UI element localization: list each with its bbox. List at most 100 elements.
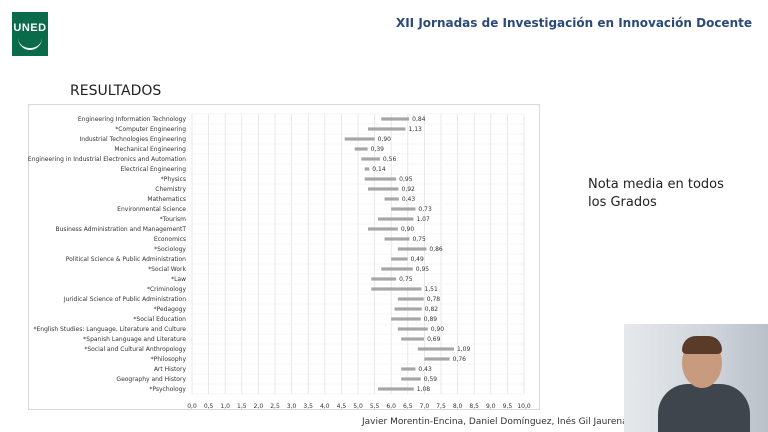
range-bar	[367, 127, 406, 131]
range-bar	[377, 217, 414, 221]
value-label: 0,95	[399, 176, 413, 183]
range-bar	[361, 157, 380, 161]
range-bar	[384, 237, 410, 241]
value-label: 0,90	[378, 136, 392, 143]
value-label: 0,49	[410, 256, 424, 263]
range-bar	[391, 317, 421, 321]
value-label: 0,14	[372, 166, 386, 173]
x-tick-label: 7,5	[436, 403, 446, 410]
category-label: *Physics	[161, 176, 186, 183]
x-tick-label: 1,0	[220, 403, 230, 410]
category-label: *Tourism	[160, 216, 186, 223]
range-bar	[371, 287, 422, 291]
x-tick-label: 4,5	[337, 403, 347, 410]
range-bar	[367, 187, 399, 191]
section-title: RESULTADOS	[70, 83, 162, 99]
x-tick-label: 2,5	[270, 403, 280, 410]
category-label: Business Administration and ManagementT	[55, 226, 186, 233]
x-tick-label: 9,5	[503, 403, 513, 410]
range-bar	[381, 117, 410, 121]
side-note: Nota media en todos los Grados	[588, 177, 724, 210]
x-tick-label: 4,0	[320, 403, 330, 410]
chart-frame	[28, 104, 540, 410]
category-label: Chemistry	[155, 186, 186, 193]
range-bar	[344, 137, 375, 141]
category-label: *Pedagogy	[154, 306, 187, 313]
range-bar-chart: 0,0 0,5 1,0 1,5 2,0 2,5 3,0 3,5 4,0 4,5 5,0 5,5 6,0 6…	[28, 104, 540, 410]
value-label: 0,89	[424, 316, 438, 323]
category-label: *Philosophy	[151, 356, 187, 363]
value-label: 0,75	[399, 276, 413, 283]
category-label: *Social and Cultural Anthropology	[84, 346, 186, 353]
category-label: Engineering Information Technology	[78, 116, 187, 123]
category-label: *Spanish Language and Literature	[83, 336, 186, 343]
presenter-body	[658, 384, 750, 432]
x-tick-label: 8,5	[469, 403, 479, 410]
value-label: 1,08	[417, 386, 431, 393]
value-label: 0,39	[371, 146, 385, 153]
value-label: 1,13	[408, 126, 422, 133]
category-label: Economics	[154, 236, 186, 243]
value-label: 0,59	[424, 376, 438, 383]
x-tick-label: 6,5	[403, 403, 413, 410]
x-tick-label: 2,0	[254, 403, 264, 410]
category-label: Environmental Science	[117, 206, 186, 213]
value-label: 0,75	[412, 236, 426, 243]
category-label: Engineering in Industrial Electronics an…	[28, 156, 186, 163]
category-label: Mechanical Engineering	[114, 146, 186, 153]
value-label: 0,92	[402, 186, 416, 193]
range-bar	[417, 347, 454, 351]
category-label: Juridical Science of Public Administrati…	[63, 296, 186, 303]
authors-footer: Javier Morentin-Encina, Daniel Domínguez…	[362, 417, 628, 427]
range-bar	[364, 167, 370, 171]
x-tick-label: 1,5	[237, 403, 247, 410]
chart-container: 0,0 0,5 1,0 1,5 2,0 2,5 3,0 3,5 4,0 4,5 5,0 5,5 6,0 6…	[28, 104, 540, 410]
value-label: 0,82	[425, 306, 439, 313]
range-bar	[394, 307, 422, 311]
logo-swoosh-icon	[18, 38, 42, 50]
logo-text: UNED	[13, 22, 47, 34]
range-bar	[381, 267, 413, 271]
value-label: 0,90	[401, 226, 415, 233]
x-tick-label: 9,0	[486, 403, 496, 410]
x-tick-label: 7,0	[420, 403, 430, 410]
x-tick-label: 3,5	[303, 403, 313, 410]
category-label: Industrial Technologies Engineering	[80, 136, 187, 143]
range-bar	[401, 377, 421, 381]
value-label: 0,84	[412, 116, 426, 123]
x-tick-label: 10,0	[517, 403, 531, 410]
range-bar	[364, 177, 397, 181]
value-label: 1,07	[416, 216, 430, 223]
range-bar	[397, 247, 427, 251]
value-label: 0,90	[431, 326, 445, 333]
x-tick-label: 0,0	[187, 403, 197, 410]
category-label: Art History	[154, 366, 187, 373]
category-label: Electrical Engineering	[121, 166, 187, 173]
conference-title: XII Jornadas de Investigación en Innovac…	[395, 16, 752, 30]
value-label: 0,43	[418, 366, 432, 373]
category-label: Mathematics	[147, 196, 186, 203]
presenter-hair	[682, 336, 722, 354]
category-label: *Criminology	[147, 286, 186, 293]
value-label: 0,95	[416, 266, 430, 273]
range-bar	[397, 297, 424, 301]
range-bar	[391, 257, 408, 261]
value-label: 0,73	[418, 206, 432, 213]
category-label: *Social Education	[133, 316, 186, 323]
range-bar	[377, 387, 414, 391]
range-bar	[401, 337, 425, 341]
value-label: 0,76	[453, 356, 467, 363]
x-tick-label: 5,5	[370, 403, 380, 410]
range-bar	[424, 357, 450, 361]
value-label: 0,86	[429, 246, 443, 253]
x-tick-label: 3,0	[287, 403, 297, 410]
range-bar	[367, 227, 398, 231]
value-label: 0,56	[383, 156, 397, 163]
range-bar	[384, 197, 399, 201]
category-label: *Psychology	[149, 386, 186, 393]
x-tick-label: 6,0	[386, 403, 396, 410]
presenter-video	[624, 324, 768, 432]
x-tick-label: 5,0	[353, 403, 363, 410]
x-tick-label: 0,5	[204, 403, 214, 410]
range-bar	[397, 327, 428, 331]
